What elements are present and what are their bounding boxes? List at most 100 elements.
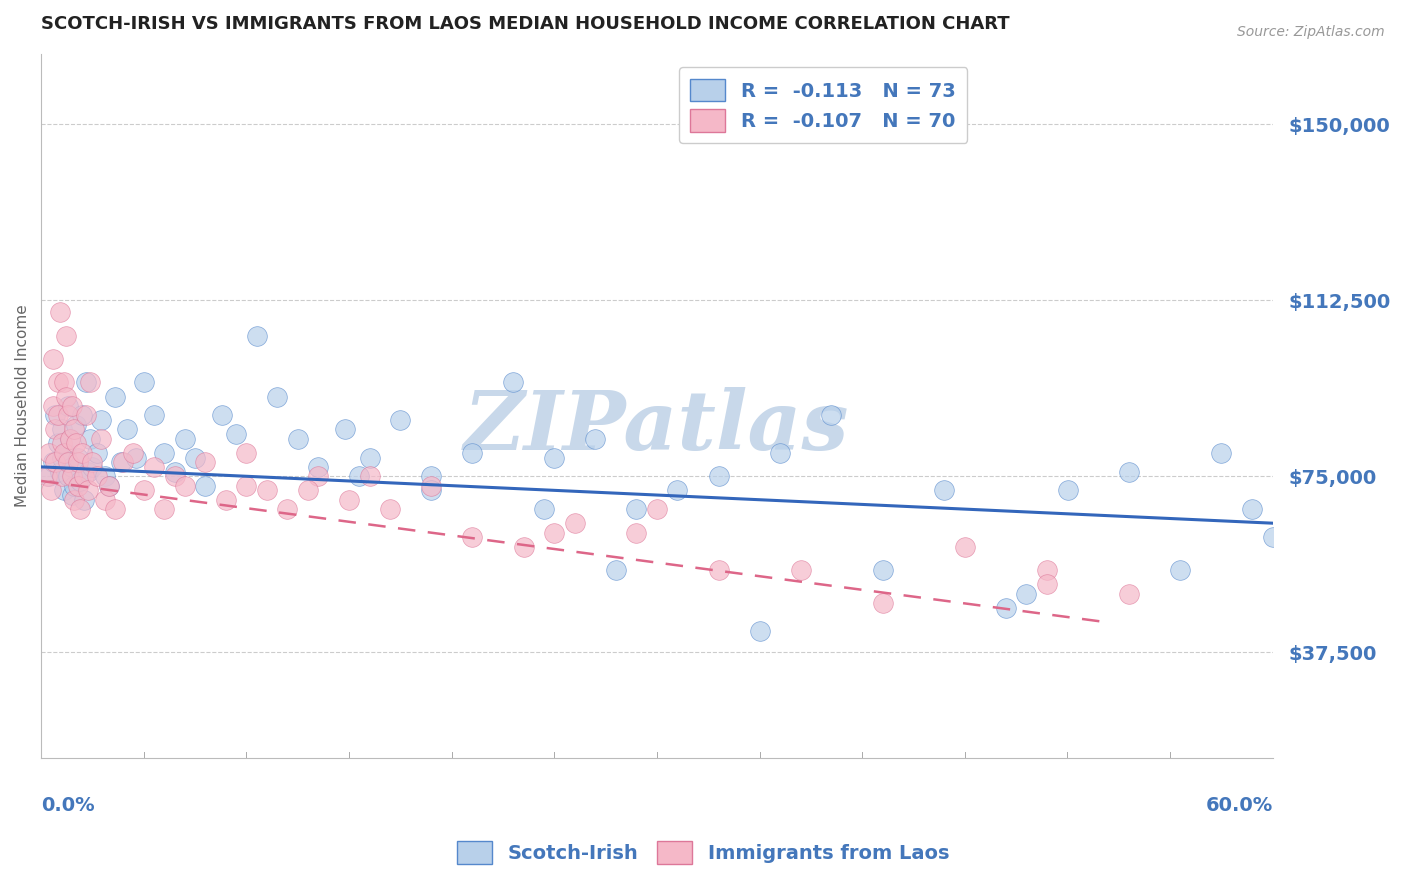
- Point: [67, 478, 90, 492]
- Text: Source: ZipAtlas.com: Source: ZipAtlas.com: [1237, 25, 1385, 39]
- Point: [52, 376, 75, 390]
- Point: [194, 455, 217, 469]
- Point: [605, 563, 627, 577]
- Point: [359, 469, 381, 483]
- Point: [420, 469, 443, 483]
- Point: [1211, 446, 1233, 460]
- Point: [666, 483, 689, 498]
- Point: [73, 492, 96, 507]
- Point: [1241, 502, 1264, 516]
- Point: [153, 446, 176, 460]
- Point: [70, 409, 93, 423]
- Point: [461, 530, 484, 544]
- Point: [97, 478, 120, 492]
- Point: [52, 483, 75, 498]
- Point: [79, 432, 101, 446]
- Point: [60, 399, 83, 413]
- Point: [56, 469, 79, 483]
- Point: [37, 469, 59, 483]
- Point: [349, 469, 371, 483]
- Point: [60, 469, 83, 483]
- Point: [51, 469, 73, 483]
- Point: [307, 469, 329, 483]
- Point: [60, 459, 83, 474]
- Point: [1170, 563, 1192, 577]
- Point: [69, 502, 91, 516]
- Point: [44, 409, 66, 423]
- Point: [48, 305, 70, 319]
- Point: [38, 469, 60, 483]
- Point: [79, 376, 101, 390]
- Point: [1118, 586, 1140, 600]
- Point: [789, 563, 811, 577]
- Point: [132, 376, 155, 390]
- Point: [378, 502, 401, 516]
- Point: [1036, 563, 1059, 577]
- Point: [94, 492, 117, 507]
- Point: [1015, 586, 1038, 600]
- Point: [48, 465, 70, 479]
- Point: [60, 488, 83, 502]
- Text: ZIPatlas: ZIPatlas: [464, 387, 849, 467]
- Point: [90, 432, 112, 446]
- Point: [994, 600, 1017, 615]
- Point: [52, 446, 75, 460]
- Point: [235, 478, 257, 492]
- Point: [748, 624, 770, 639]
- Point: [59, 432, 82, 446]
- Point: [820, 409, 842, 423]
- Point: [872, 596, 894, 610]
- Legend: Scotch-Irish, Immigrants from Laos: Scotch-Irish, Immigrants from Laos: [449, 833, 957, 871]
- Point: [420, 483, 443, 498]
- Point: [645, 502, 668, 516]
- Point: [117, 422, 139, 436]
- Point: [41, 483, 63, 498]
- Point: [502, 376, 524, 390]
- Point: [65, 417, 87, 432]
- Point: [42, 455, 65, 469]
- Point: [225, 427, 247, 442]
- Point: [46, 436, 69, 450]
- Point: [42, 399, 65, 413]
- Point: [235, 446, 257, 460]
- Point: [38, 446, 60, 460]
- Point: [1261, 530, 1284, 544]
- Point: [1118, 465, 1140, 479]
- Point: [51, 436, 73, 450]
- Point: [143, 409, 166, 423]
- Point: [512, 540, 534, 554]
- Point: [97, 478, 120, 492]
- Point: [153, 502, 176, 516]
- Point: [124, 450, 146, 465]
- Point: [184, 450, 207, 465]
- Point: [63, 492, 86, 507]
- Point: [42, 351, 65, 366]
- Point: [337, 492, 360, 507]
- Point: [215, 492, 238, 507]
- Point: [82, 459, 104, 474]
- Point: [333, 422, 356, 436]
- Point: [163, 469, 186, 483]
- Point: [953, 540, 976, 554]
- Point: [256, 483, 278, 498]
- Point: [163, 465, 186, 479]
- Point: [69, 474, 91, 488]
- Point: [56, 399, 79, 413]
- Point: [55, 446, 77, 460]
- Point: [67, 450, 90, 465]
- Point: [86, 446, 108, 460]
- Point: [44, 422, 66, 436]
- Text: 60.0%: 60.0%: [1205, 797, 1272, 815]
- Point: [65, 436, 87, 450]
- Point: [297, 483, 319, 498]
- Point: [194, 478, 217, 492]
- Point: [67, 455, 90, 469]
- Text: 0.0%: 0.0%: [41, 797, 94, 815]
- Point: [707, 563, 730, 577]
- Y-axis label: Median Household Income: Median Household Income: [15, 304, 30, 508]
- Point: [211, 409, 233, 423]
- Point: [104, 390, 127, 404]
- Point: [564, 516, 586, 531]
- Point: [626, 502, 648, 516]
- Point: [461, 446, 484, 460]
